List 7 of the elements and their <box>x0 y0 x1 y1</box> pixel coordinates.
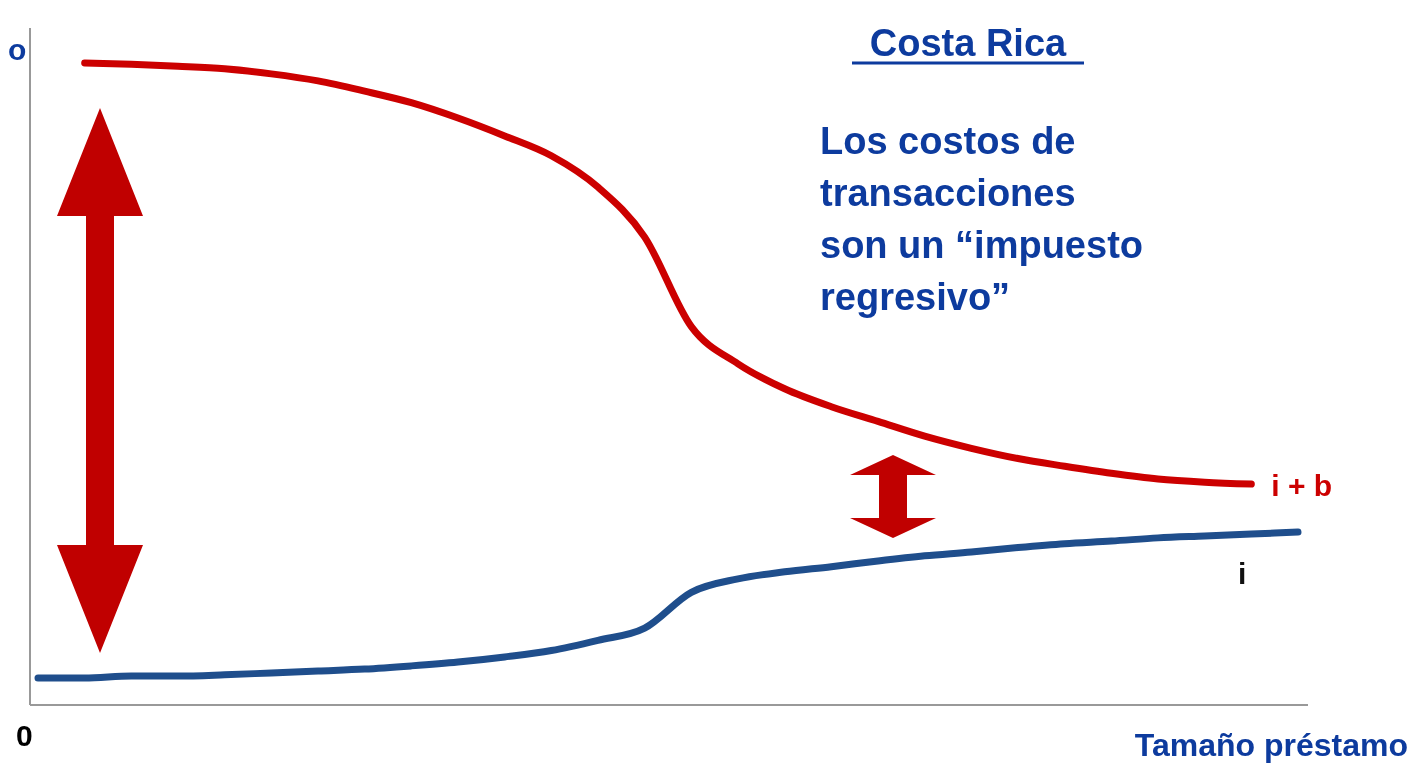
series-label: i <box>1238 557 1247 591</box>
series-label: i + b <box>1271 469 1333 503</box>
y-axis-title: o <box>8 33 27 66</box>
text: 0 <box>16 719 33 752</box>
annotation: Los costos de transacciones son un “impuesto regresivo” <box>820 120 1143 318</box>
chart-title: Costa Rica <box>869 22 1068 64</box>
x-axis-title: Tamaño préstamo <box>1134 727 1408 763</box>
